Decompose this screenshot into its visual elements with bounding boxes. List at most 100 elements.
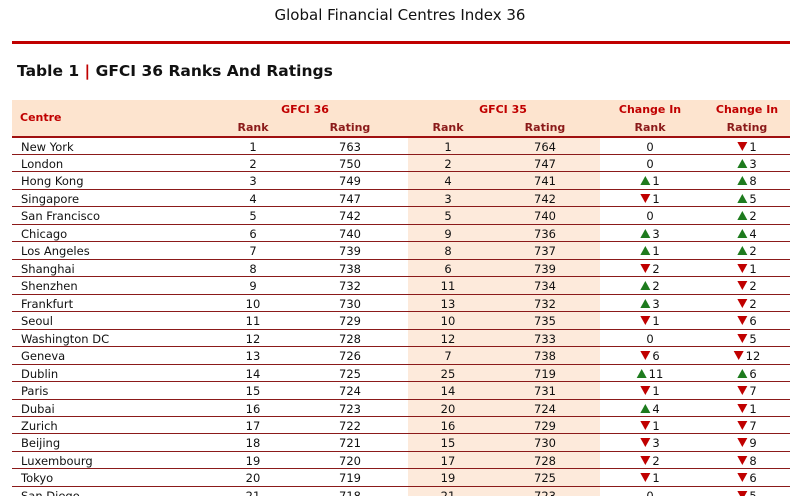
row-rule (12, 433, 790, 435)
arrow-up (640, 176, 651, 186)
change-cell: 6 (737, 471, 757, 486)
arrow-up (737, 228, 748, 238)
cell: 737 (534, 244, 556, 259)
row-rule (12, 188, 790, 190)
change-value: 1 (749, 139, 757, 154)
row-rule (12, 450, 790, 452)
centre-name: Geneva (21, 349, 66, 364)
doc-title: Global Financial Centres Index 36 (274, 6, 526, 24)
change-cell: 1 (640, 471, 660, 485)
row-rule (12, 328, 790, 330)
cell: 735 (534, 314, 556, 329)
cell: 742 (534, 191, 556, 206)
cell: 730 (339, 296, 361, 311)
cell: 747 (339, 191, 361, 206)
col-group: Change In (715, 103, 779, 116)
row-rule (12, 346, 790, 348)
row-rule (12, 398, 790, 400)
change-value: 1 (652, 314, 660, 329)
row-rule (12, 171, 790, 173)
arrow-down (640, 438, 651, 448)
cell: 12 (245, 331, 261, 346)
change-cell: 1 (737, 139, 757, 154)
arrow-down (737, 438, 748, 448)
cell: 740 (339, 226, 361, 241)
centre-name: Shenzhen (21, 279, 78, 294)
change-cell: 4 (640, 402, 660, 416)
change-value: 2 (749, 296, 757, 311)
arrow-down (640, 473, 651, 483)
cell: 4 (444, 174, 452, 189)
col-sub: Rating (524, 121, 566, 134)
col-centre: Centre (20, 111, 62, 124)
arrow-down (640, 351, 651, 361)
row-rule (12, 293, 790, 295)
cell: 20 (245, 471, 261, 486)
change-cell: 2 (640, 454, 660, 468)
arrow-down (733, 351, 744, 361)
col-group: Change In (618, 103, 682, 116)
change-value: 7 (749, 419, 757, 434)
arrow-up (640, 403, 651, 413)
row-rule (12, 381, 790, 383)
cell: 719 (534, 366, 556, 381)
cell: 718 (339, 488, 361, 496)
change-cell: 12 (733, 349, 760, 363)
cell: 724 (339, 384, 361, 399)
cell: 728 (534, 453, 556, 468)
change-cell: 1 (737, 402, 757, 416)
change-value: 2 (749, 209, 757, 224)
change-value: 0 (646, 139, 654, 154)
cell: 734 (534, 279, 556, 294)
arrow-up (640, 246, 651, 256)
cell: 19 (440, 471, 456, 486)
change-value: 0 (646, 488, 654, 496)
change-value: 6 (749, 314, 757, 329)
header-bg (12, 100, 790, 137)
arrow-down (737, 490, 748, 496)
cell: 733 (534, 331, 556, 346)
arrow-up (640, 228, 651, 238)
change-value: 6 (652, 349, 660, 364)
change-cell: 4 (737, 226, 757, 241)
cell: 721 (339, 436, 361, 451)
cell: 19 (245, 453, 261, 468)
cell: 25 (440, 366, 456, 381)
cell: 723 (534, 488, 556, 496)
cell: 729 (339, 314, 361, 329)
separator: | (84, 62, 91, 80)
change-cell: 2 (737, 209, 757, 224)
change-value: 1 (652, 174, 660, 189)
change-value: 0 (646, 156, 654, 171)
cell: 741 (534, 174, 556, 189)
cell: 740 (534, 209, 556, 224)
change-value: 3 (652, 436, 660, 451)
centre-name: Tokyo (21, 471, 54, 486)
change-cell: 6 (737, 314, 757, 329)
change-value: 6 (749, 471, 757, 486)
row-rule (12, 153, 790, 155)
cell: 722 (339, 419, 361, 434)
cell: 15 (245, 384, 261, 399)
change-cell: 1 (737, 262, 757, 276)
cell: 21 (245, 488, 261, 496)
change-cell: 3 (640, 227, 660, 241)
cell: 4 (249, 191, 257, 206)
table-label: Table 1 (17, 62, 80, 80)
cell: 725 (339, 366, 361, 381)
col-sub: Rank (237, 121, 269, 134)
cell: 723 (339, 401, 361, 416)
header-rule (12, 136, 790, 138)
change-value: 7 (749, 384, 757, 399)
change-cell: 3 (640, 436, 660, 451)
cell: 728 (339, 331, 361, 346)
change-value: 5 (749, 191, 757, 206)
change-value: 0 (646, 209, 654, 224)
change-value: 4 (749, 226, 757, 241)
change-value: 1 (652, 384, 660, 399)
cell: 5 (444, 209, 452, 224)
change-cell: 8 (737, 454, 757, 468)
change-cell: 1 (640, 419, 660, 433)
arrow-down (640, 421, 651, 431)
cell: 750 (339, 156, 361, 171)
